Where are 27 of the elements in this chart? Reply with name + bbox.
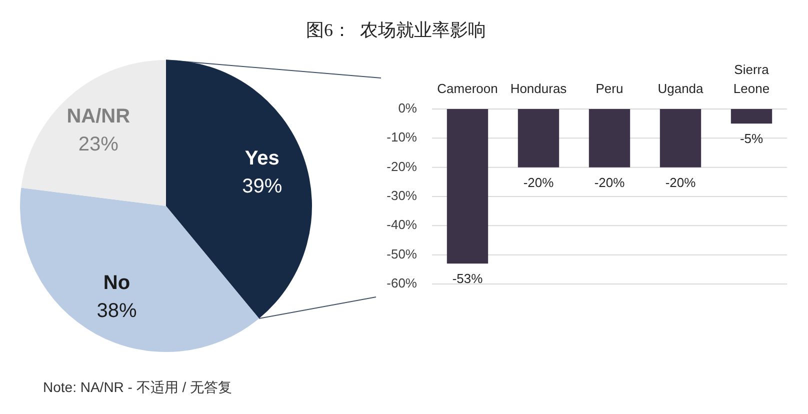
y-tick-label: 0% (398, 100, 418, 116)
data-label: 39% (242, 176, 282, 198)
y-tick-label: -60% (386, 275, 418, 290)
y-tick-label: -20% (386, 158, 418, 174)
x-tick-label: Uganda (658, 81, 704, 96)
text: 图6： 农场就业率影响 (306, 20, 486, 40)
y-tick-label: -40% (386, 217, 418, 232)
data-label: -20% (665, 174, 696, 190)
x-tick-label: Honduras (510, 81, 568, 96)
slice-label: Yes (244, 148, 280, 170)
y-tick-label: -50% (386, 246, 418, 262)
data-label: -20% (594, 174, 626, 190)
data-label: -20% (523, 174, 554, 190)
pie-slice (21, 60, 166, 206)
y-tick-label: -30% (386, 188, 418, 203)
data-label: -53% (452, 271, 484, 286)
x-tick-label: Peru (596, 81, 624, 96)
data-label: 38% (96, 300, 137, 322)
data-label: 23% (78, 134, 119, 156)
pie-slice (166, 60, 312, 318)
slice-label: NA/NR (66, 106, 131, 128)
y-tick-label: -10% (386, 130, 418, 145)
x-tick-label: Sierra Leone (733, 62, 770, 96)
text: Note: NA/NR - 不适用 / 无答复 (43, 379, 232, 395)
data-label: -5% (740, 131, 764, 146)
slice-label: No (103, 272, 130, 294)
x-tick-label: Cameroon (437, 81, 498, 96)
